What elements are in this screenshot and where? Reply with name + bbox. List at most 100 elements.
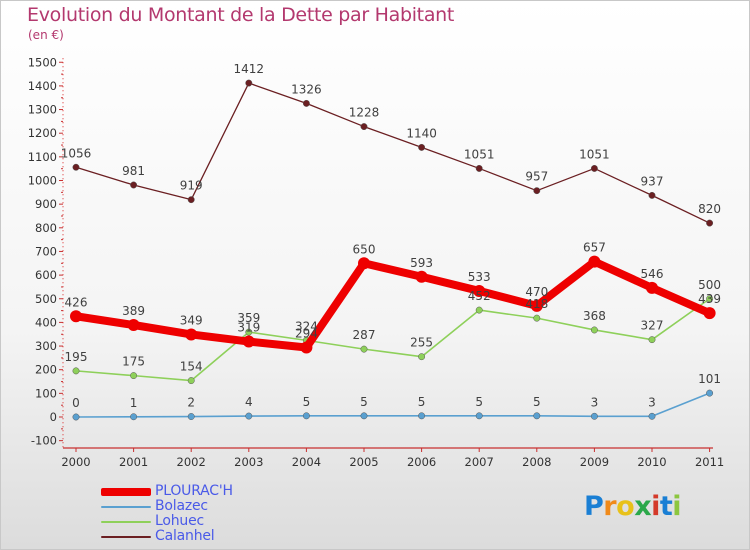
data-label-bolazec: 3 [648,395,656,409]
data-label-plourac-h: 470 [525,285,548,299]
data-point-calanhel [187,196,195,204]
data-point-lohuec [418,353,426,361]
x-tick-label: 2010 [637,455,666,469]
data-point-calanhel [245,79,253,87]
data-label-calanhel: 1228 [349,106,380,120]
data-label-lohuec: 500 [698,278,721,292]
series-line-plourac-h [72,257,714,352]
data-label-calanhel: 1140 [406,126,437,140]
legend-label-lohuec: Lohuec [155,513,204,529]
y-tick-label: 300 [35,339,57,353]
logo-letter: o [616,491,635,522]
data-label-lohuec: 452 [468,289,491,303]
y-tick-label: 1300 [28,103,57,117]
data-point-plourac-h [242,335,255,348]
data-point-calanhel [72,163,80,171]
proxiti-logo: Proxiti [584,491,682,522]
data-point-plourac-h [703,307,716,320]
logo-letter: i [651,491,660,522]
logo-letter: i [672,491,682,522]
y-tick-label: 900 [35,197,57,211]
data-point-plourac-h [530,299,543,312]
data-label-bolazec: 5 [475,395,483,409]
y-tick-label: 600 [35,268,57,282]
data-label-bolazec: 1 [130,396,138,410]
data-point-lohuec [648,336,656,344]
data-point-bolazec [706,389,714,397]
x-tick-label: 2009 [580,455,609,469]
data-label-lohuec: 255 [410,336,433,350]
legend-label-calanhel: Calanhel [155,528,215,544]
data-label-lohuec: 324 [295,319,318,333]
x-tick-label: 2011 [695,455,724,469]
data-label-calanhel: 1051 [579,147,610,161]
logo-letter: P [584,491,604,522]
data-label-bolazec: 4 [245,395,253,409]
legend-swatch-plourac-h [101,488,151,496]
x-tick-label: 2001 [119,455,148,469]
y-tick-label: 1100 [28,150,57,164]
chart-subtitle: (en €) [28,28,64,42]
data-label-bolazec: 101 [698,372,721,386]
data-label-calanhel: 919 [180,179,203,193]
data-point-plourac-h [646,281,658,294]
data-point-lohuec [72,367,80,375]
y-tick-label: 100 [35,386,57,400]
series-lines [70,79,716,421]
data-label-plourac-h: 349 [180,313,203,327]
logo-letter: r [603,491,617,522]
data-point-lohuec [590,326,598,334]
data-label-bolazec: 0 [72,396,80,410]
data-label-calanhel: 957 [525,170,548,184]
data-label-plourac-h: 657 [583,241,606,255]
data-point-plourac-h [415,270,428,283]
data-label-plourac-h: 650 [353,242,376,256]
chart-title: Evolution du Montant de la Dette par Hab… [27,4,455,26]
y-tick-label: 800 [35,221,57,235]
data-label-lohuec: 175 [122,355,145,369]
y-tick-label: 0 [50,410,57,424]
series-line-calanhel [75,82,711,224]
data-label-lohuec: 418 [525,297,548,311]
data-label-calanhel: 820 [698,202,721,216]
data-point-lohuec [475,306,483,314]
data-label-calanhel: 1051 [464,147,495,161]
data-point-plourac-h [588,255,601,268]
data-labels: 1056 981 919 1412 1326 1228 1140 1051 957 1051 937… [61,62,721,410]
data-label-calanhel: 1056 [61,146,92,160]
data-label-lohuec: 327 [641,319,664,333]
series-line-lohuec [75,297,711,382]
data-label-calanhel: 981 [122,164,145,178]
data-point-plourac-h [300,341,313,354]
data-point-bolazec [418,412,426,420]
data-point-bolazec [187,413,195,420]
x-tick-label: 2003 [234,455,263,469]
y-tick-label: 1000 [28,174,57,188]
data-point-calanhel [302,99,310,107]
data-label-plourac-h: 426 [65,295,88,309]
data-point-lohuec [533,314,541,322]
series-line-bolazec [75,392,711,418]
data-label-plourac-h: 546 [641,267,664,281]
data-point-calanhel [475,164,483,172]
x-tick-label: 2007 [465,455,494,469]
logo-letter: t [659,491,673,522]
data-label-calanhel: 1412 [234,62,265,76]
x-tick-label: 2008 [522,455,551,469]
legend-swatch-lohuec [101,521,151,523]
data-point-bolazec [533,412,541,420]
data-point-calanhel [706,219,714,227]
data-label-lohuec: 359 [237,311,260,325]
data-label-calanhel: 937 [641,174,664,188]
data-label-plourac-h: 389 [122,304,145,318]
data-point-bolazec [72,413,80,421]
data-point-lohuec [360,345,368,353]
data-label-bolazec: 5 [533,395,541,409]
data-label-bolazec: 5 [303,395,311,409]
legend-label-plourac-h: PLOURAC'H [155,483,233,499]
y-tick-label: 1500 [28,55,57,69]
data-point-calanhel [360,123,368,131]
x-tick-label: 2004 [292,455,321,469]
data-point-lohuec [245,328,253,336]
legend-swatch-bolazec [101,506,151,508]
